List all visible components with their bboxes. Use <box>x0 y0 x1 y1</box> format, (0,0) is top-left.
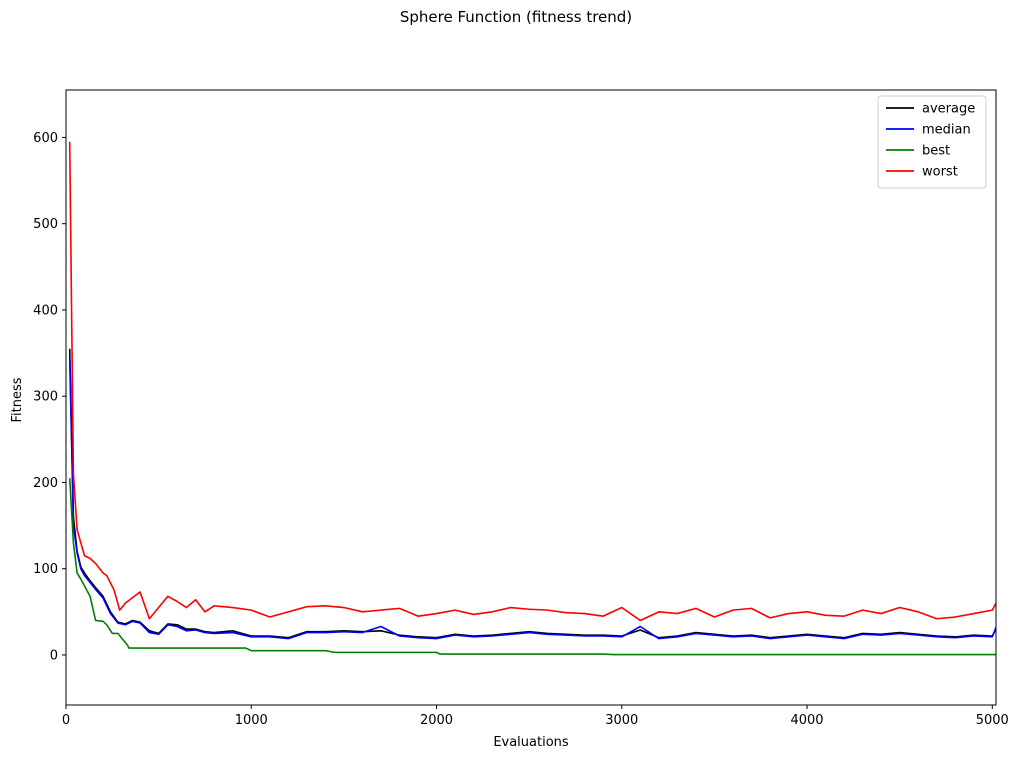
legend-label-median: median <box>922 123 971 138</box>
plot-lines <box>68 141 996 656</box>
y-tick-label: 400 <box>33 303 58 318</box>
x-tick-label: 1000 <box>235 713 268 728</box>
y-tick-label: 100 <box>33 562 58 577</box>
chart-title: Sphere Function (fitness trend) <box>400 8 632 26</box>
y-tick-label: 500 <box>33 217 58 232</box>
legend-label-average: average <box>922 102 975 117</box>
x-axis-title: Evaluations <box>493 735 569 750</box>
x-tick-label: 3000 <box>605 713 638 728</box>
series-line-worst <box>68 141 996 622</box>
x-tick-label: 4000 <box>790 713 823 728</box>
x-ticks: 0 1000 2000 3000 4000 5000 <box>62 705 1009 728</box>
y-axis-title: Fitness <box>10 377 25 422</box>
y-tick-label: 200 <box>33 476 58 491</box>
y-tick-label: 300 <box>33 390 58 405</box>
x-tick-label: 0 <box>62 713 70 728</box>
series-line-median <box>68 357 996 640</box>
axes-frame <box>65 89 997 706</box>
x-tick-label: 2000 <box>420 713 453 728</box>
x-tick-label: 5000 <box>976 713 1009 728</box>
y-tick-label: 0 <box>50 648 58 663</box>
legend-box <box>877 95 987 189</box>
legend: average median best worst <box>877 95 987 189</box>
y-ticks: 0 100 200 300 400 500 600 <box>33 131 66 663</box>
legend-label-worst: worst <box>922 165 958 180</box>
legend-label-best: best <box>922 144 950 159</box>
series-line-best <box>68 478 996 656</box>
y-tick-label: 600 <box>33 131 58 146</box>
series-line-average <box>68 348 996 639</box>
